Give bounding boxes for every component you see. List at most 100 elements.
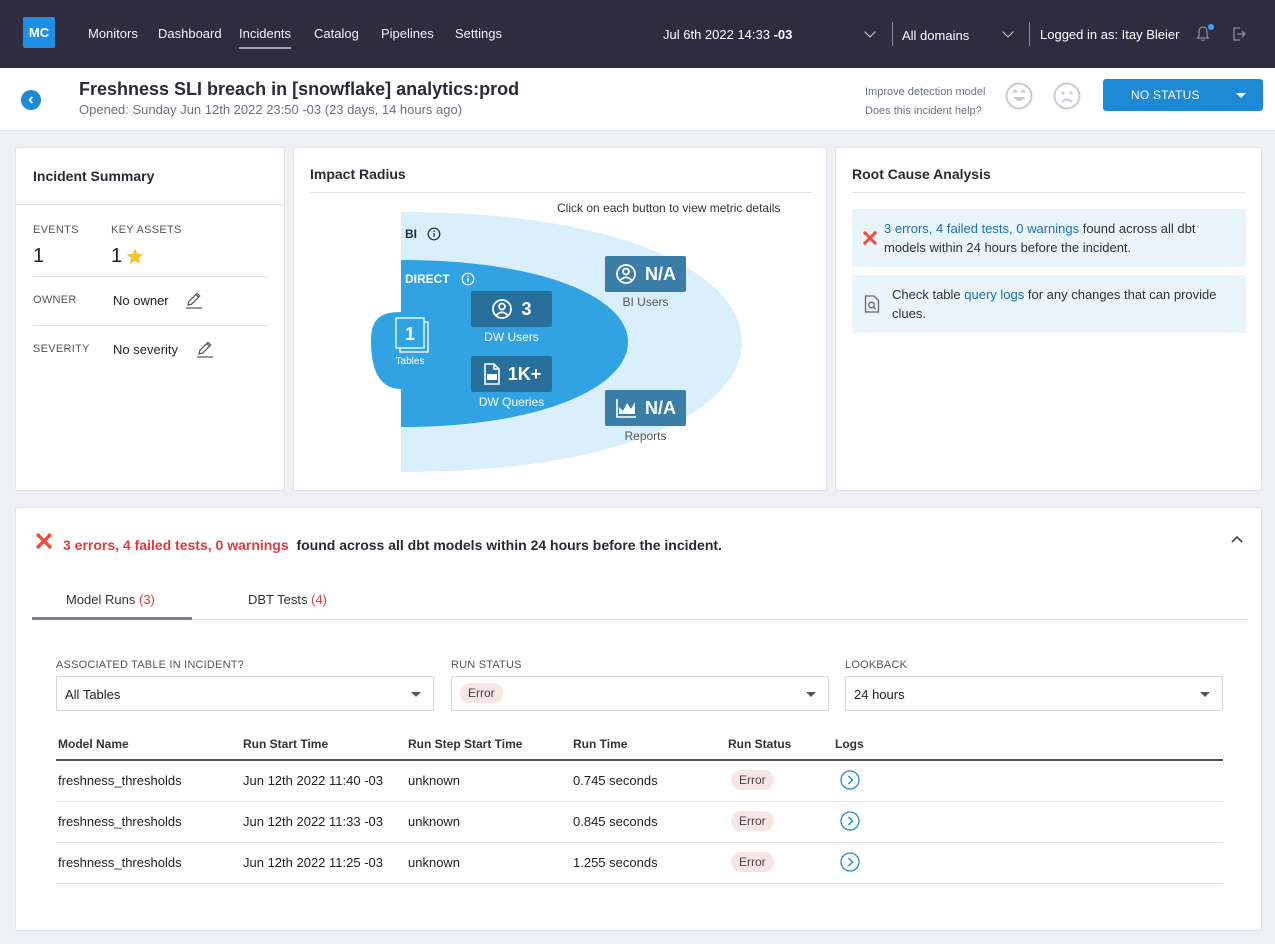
cell-start: Jun 12th 2022 11:33 -03 (243, 814, 383, 829)
bell-icon[interactable] (1196, 26, 1210, 42)
reports-button[interactable]: N/A (605, 390, 686, 426)
status-dropdown-button[interactable]: NO STATUS (1103, 79, 1263, 111)
table-header-rule (56, 759, 1223, 761)
nav-catalog[interactable]: Catalog (314, 26, 359, 41)
dbt-summary-headline: 3 errors, 4 failed tests, 0 warnings fou… (63, 537, 722, 553)
sad-face-icon[interactable] (1053, 82, 1081, 110)
col-run-status[interactable]: Run Status (728, 737, 792, 751)
tab-count: (3) (139, 592, 155, 607)
active-tab-indicator (32, 617, 192, 620)
tab-model-runs[interactable]: Model Runs (3) (66, 592, 155, 607)
row-divider (56, 842, 1223, 843)
severity-value: No severity (113, 342, 179, 357)
cell-step: unknown (408, 814, 461, 829)
sql-file-icon (483, 363, 500, 385)
improve-line: Improve detection model (865, 86, 986, 98)
logged-in-user: Logged in as: Itay Bleier (1040, 27, 1180, 42)
nav-incidents[interactable]: Incidents (239, 26, 292, 49)
bi-users-label: BI Users (622, 295, 669, 309)
improve-detection-prompt: Improve detection model Does this incide… (865, 83, 985, 121)
tabs-divider (32, 619, 1248, 620)
col-model-name[interactable]: Model Name (58, 737, 129, 751)
lookback-label: LOOKBACK (845, 659, 908, 671)
nav-monitors[interactable]: Monitors (88, 26, 138, 41)
cell-time: 0.845 seconds (573, 814, 658, 829)
cell-time: 0.745 seconds (573, 773, 658, 788)
log-arrow-icon[interactable] (840, 770, 860, 790)
cell-model: freshness_thresholds (58, 855, 182, 870)
dw-queries-button[interactable]: 1K+ (471, 356, 552, 392)
cell-model: freshness_thresholds (58, 773, 182, 788)
log-arrow-icon[interactable] (840, 852, 860, 872)
root-cause-title: Root Cause Analysis (852, 166, 991, 182)
lookback-value: 24 hours (854, 687, 905, 702)
impact-radius-title: Impact Radius (310, 166, 406, 182)
rca-query-text: Check table query logs for any changes t… (892, 285, 1216, 323)
row-divider (56, 801, 1223, 802)
chevron-left-icon (28, 96, 34, 104)
area-chart-icon (616, 399, 636, 418)
edit-severity-pencil-icon[interactable] (195, 339, 215, 359)
cell-start: Jun 12th 2022 11:25 -03 (243, 855, 383, 870)
cell-step: unknown (408, 773, 461, 788)
status-chip[interactable]: Error (460, 683, 503, 703)
date-picker[interactable]: Jul 6th 2022 14:33 -03 (663, 27, 792, 42)
impact-radius-card: Impact Radius Click on each button to vi… (293, 147, 827, 491)
assoc-table-select[interactable]: All Tables (56, 676, 434, 711)
chevron-up-icon[interactable] (1230, 534, 1244, 544)
caret-down-icon (1236, 93, 1246, 98)
logo[interactable]: MC (23, 17, 55, 48)
logout-icon[interactable] (1231, 26, 1247, 42)
status-badge: Error (731, 852, 774, 872)
error-x-icon (863, 231, 877, 245)
col-run-step-start-time[interactable]: Run Step Start Time (408, 737, 523, 751)
bi-users-value: N/A (645, 263, 676, 284)
col-run-time[interactable]: Run Time (573, 737, 628, 751)
nav-divider (892, 22, 893, 46)
edit-owner-pencil-icon[interactable] (184, 290, 204, 310)
events-value: 1 (33, 245, 45, 267)
dw-users-button[interactable]: 3 (471, 291, 552, 327)
status-badge: Error (731, 811, 774, 831)
happy-face-icon[interactable] (1005, 82, 1033, 110)
date-chevron-down-icon[interactable] (864, 26, 876, 38)
domain-chevron-down-icon[interactable] (1002, 26, 1014, 38)
bi-users-button[interactable]: N/A (605, 256, 686, 292)
cell-start: Jun 12th 2022 11:40 -03 (243, 773, 383, 788)
dw-users-label: DW Users (484, 330, 539, 344)
back-button[interactable] (21, 90, 41, 110)
rca-dbt-errors-link[interactable]: 3 errors, 4 failed tests, 0 warnings (884, 221, 1080, 236)
status-label: NO STATUS (1131, 88, 1200, 102)
nav-divider (1029, 22, 1030, 46)
impact-instruction: Click on each button to view metric deta… (557, 201, 781, 215)
run-status-select[interactable]: Error (451, 676, 829, 711)
col-logs[interactable]: Logs (835, 737, 864, 751)
query-logs-link[interactable]: query logs (964, 287, 1025, 302)
date-value: Jul 6th 2022 14:33 (663, 27, 774, 42)
rca-dbt-errors-item: 3 errors, 4 failed tests, 0 warnings fou… (852, 209, 1246, 267)
dbt-headline-text: found across all dbt models within 24 ho… (296, 537, 722, 553)
direct-info-icon[interactable] (461, 272, 475, 286)
severity-label: SEVERITY (33, 343, 90, 355)
tab-dbt-tests[interactable]: DBT Tests (4) (248, 592, 327, 607)
log-arrow-icon[interactable] (840, 811, 860, 831)
tab-label: Model Runs (66, 592, 136, 607)
owner-value: No owner (113, 293, 169, 308)
nav-dashboard[interactable]: Dashboard (158, 26, 222, 41)
notification-dot (1208, 24, 1214, 30)
rca-query-text-2: clues. (892, 306, 926, 321)
dbt-error-counts: 3 errors, 4 failed tests, 0 warnings (63, 537, 289, 553)
date-timezone: -03 (773, 27, 793, 42)
star-icon (126, 248, 144, 264)
lookback-select[interactable]: 24 hours (845, 676, 1223, 711)
tab-label: DBT Tests (248, 592, 308, 607)
nav-settings[interactable]: Settings (455, 26, 502, 41)
divider (33, 276, 268, 277)
bi-info-icon[interactable] (427, 227, 441, 241)
opened-time: Opened: Sunday Jun 12th 2022 23:50 -03 (… (79, 102, 463, 117)
rca-query-text-1: for any changes that can provide (1024, 287, 1217, 302)
reports-value: N/A (645, 397, 676, 418)
domain-select[interactable]: All domains (902, 28, 970, 43)
nav-pipelines[interactable]: Pipelines (381, 26, 434, 41)
col-run-start-time[interactable]: Run Start Time (243, 737, 329, 751)
